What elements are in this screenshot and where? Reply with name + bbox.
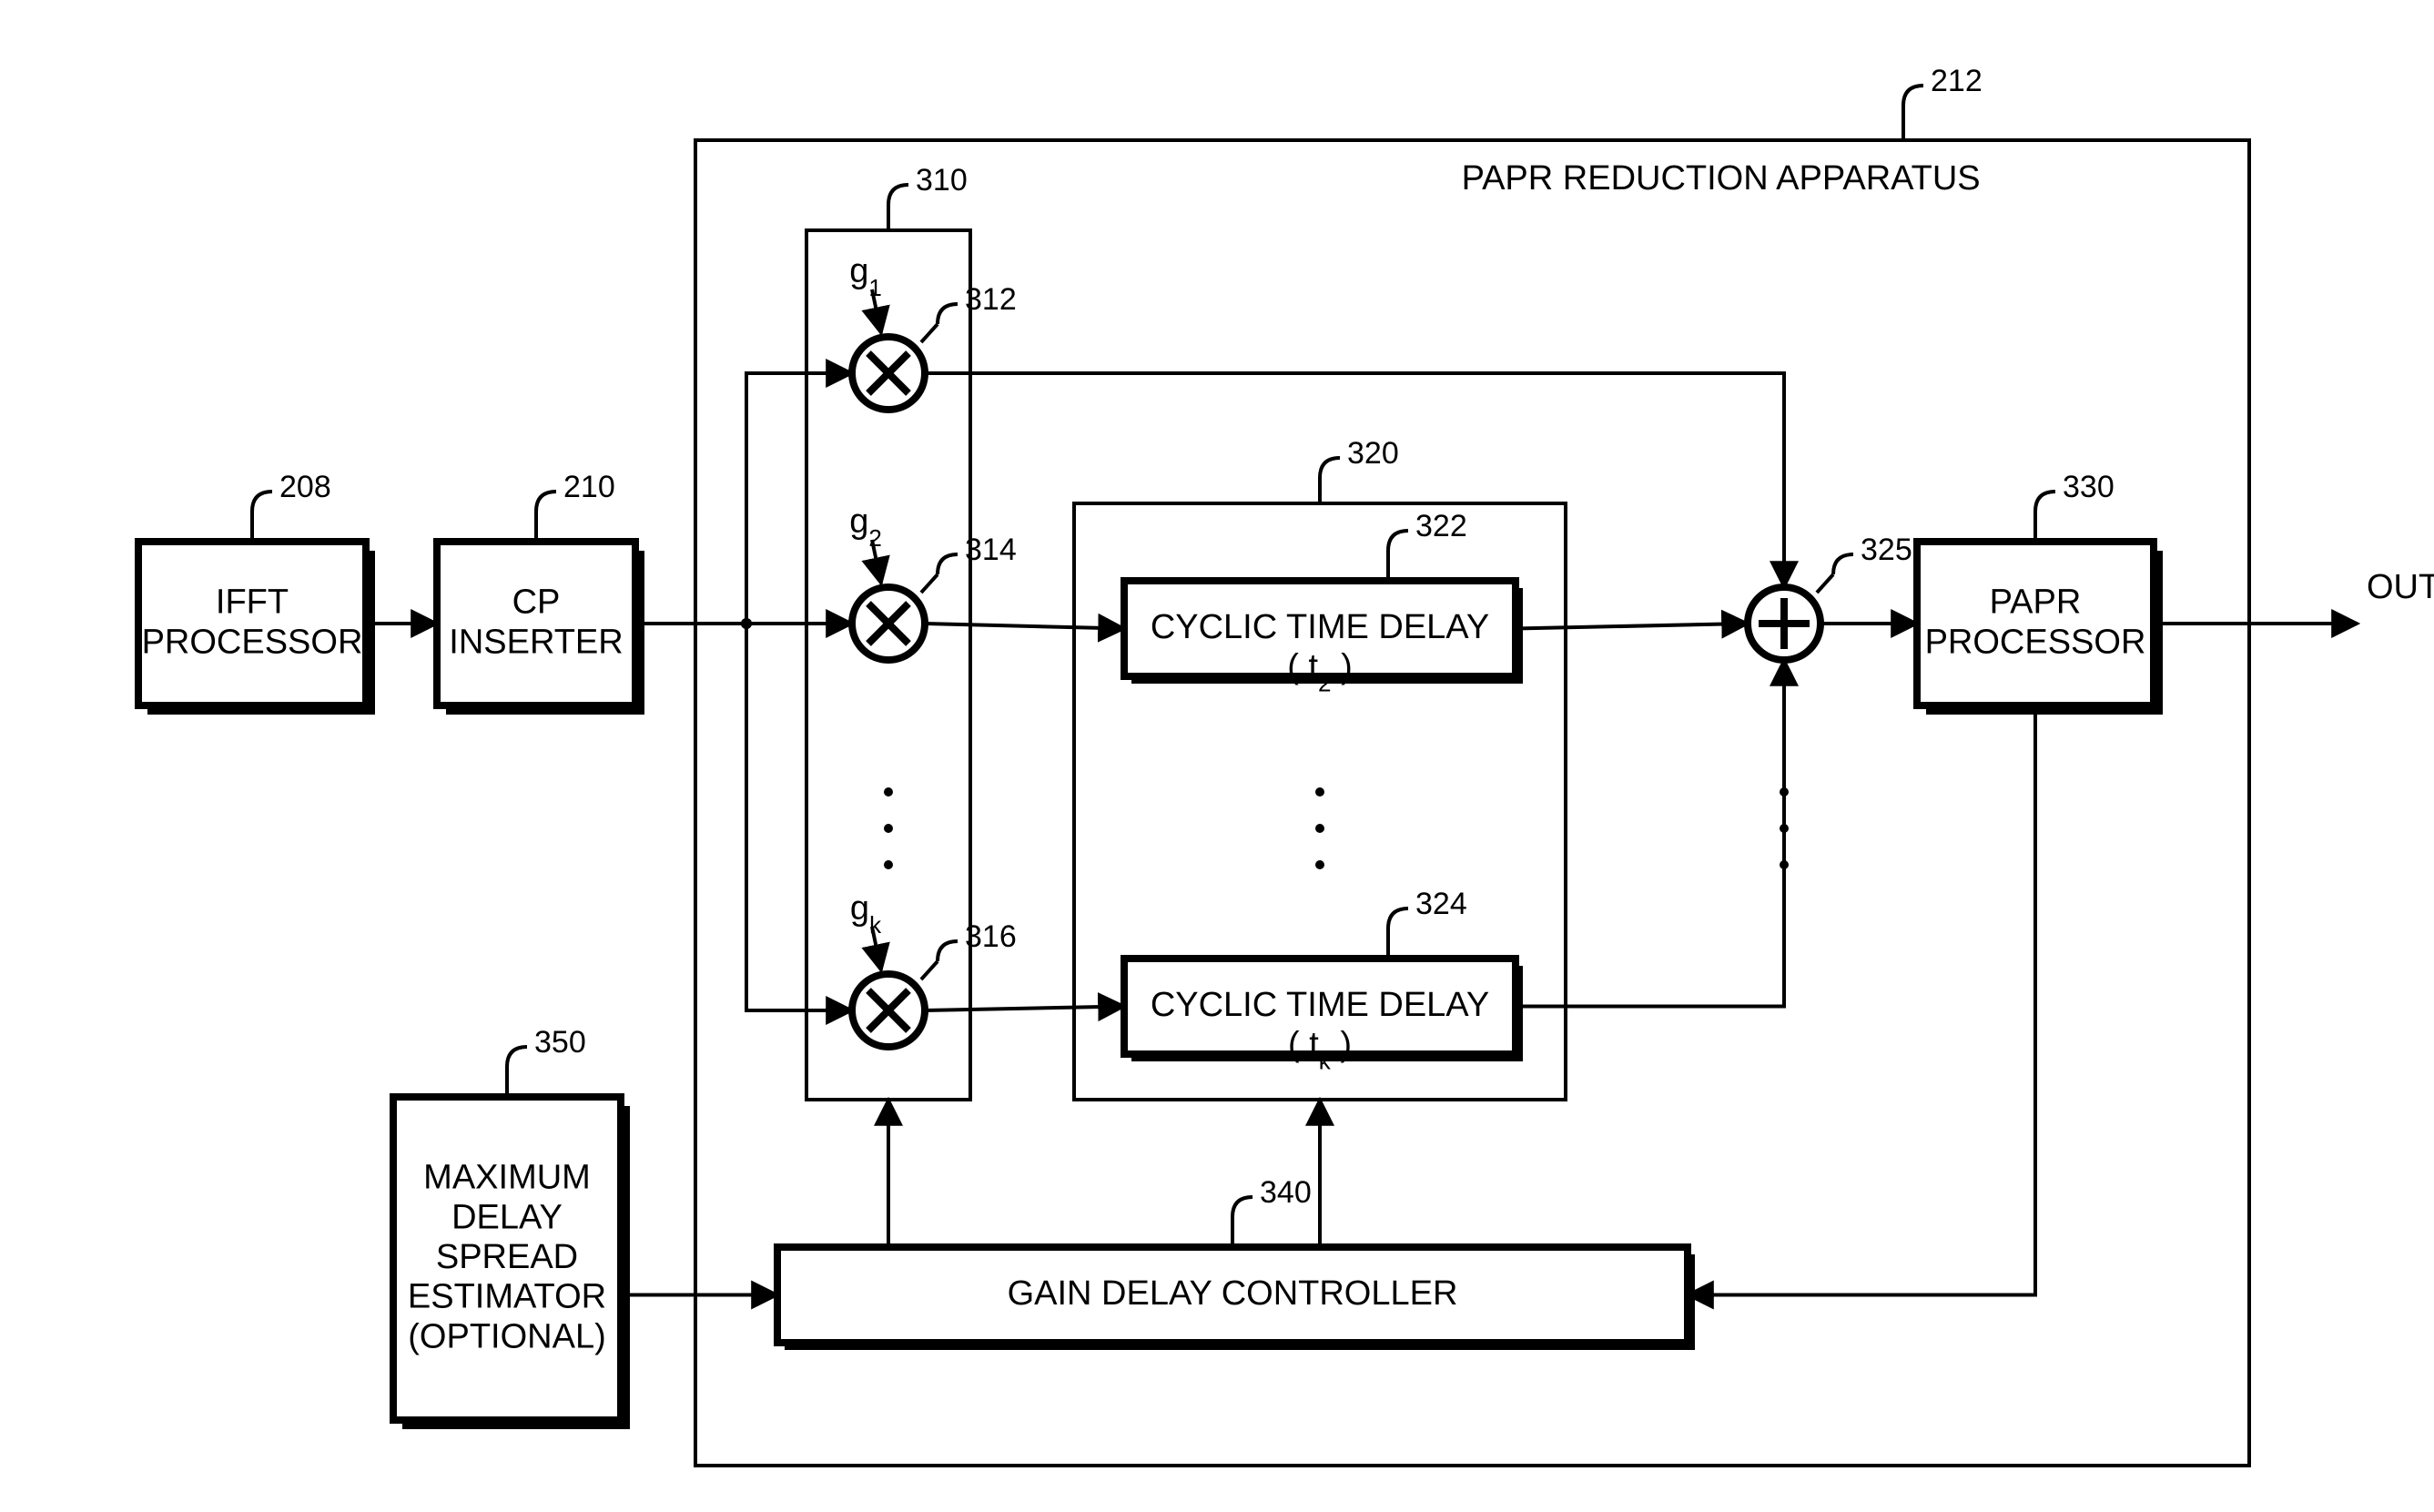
svg-text:gk: gk [850,889,882,939]
svg-text:314: 314 [965,533,1017,567]
svg-text:PROCESSOR: PROCESSOR [142,623,363,661]
svg-text:208: 208 [279,470,331,504]
svg-text:210: 210 [563,470,615,504]
svg-text:312: 312 [965,282,1017,317]
svg-text:SPREAD: SPREAD [436,1238,578,1276]
svg-text:316: 316 [965,919,1017,954]
svg-text:MAXIMUM: MAXIMUM [423,1159,591,1197]
svg-text:325: 325 [1861,533,1912,567]
svg-text:CYCLIC TIME DELAY: CYCLIC TIME DELAY [1151,608,1489,646]
svg-text:INSERTER: INSERTER [449,623,623,661]
svg-text:340: 340 [1260,1175,1312,1210]
svg-text:PAPR: PAPR [1990,583,2082,622]
svg-text:322: 322 [1415,509,1467,543]
svg-text:PROCESSOR: PROCESSOR [1925,623,2146,661]
svg-text:GAIN DELAY CONTROLLER: GAIN DELAY CONTROLLER [1008,1274,1458,1313]
svg-text:330: 330 [2063,470,2115,504]
svg-text:g1: g1 [849,252,882,301]
svg-text:CYCLIC TIME DELAY: CYCLIC TIME DELAY [1151,986,1489,1024]
svg-text:(OPTIONAL): (OPTIONAL) [408,1317,605,1355]
svg-text:320: 320 [1347,436,1399,471]
svg-text:IFFT: IFFT [216,583,289,622]
svg-text:g2: g2 [849,502,882,552]
svg-text:324: 324 [1415,887,1467,921]
svg-text:PAPR REDUCTION APPARATUS: PAPR REDUCTION APPARATUS [1462,159,1981,198]
svg-text:212: 212 [1931,64,1983,98]
svg-text:DELAY: DELAY [451,1198,563,1236]
svg-text:310: 310 [916,163,968,198]
svg-text:350: 350 [534,1025,586,1060]
svg-text:CP: CP [512,583,561,622]
svg-text:ESTIMATOR: ESTIMATOR [408,1278,606,1316]
svg-text:OUTPUT: OUTPUT [2367,568,2434,606]
